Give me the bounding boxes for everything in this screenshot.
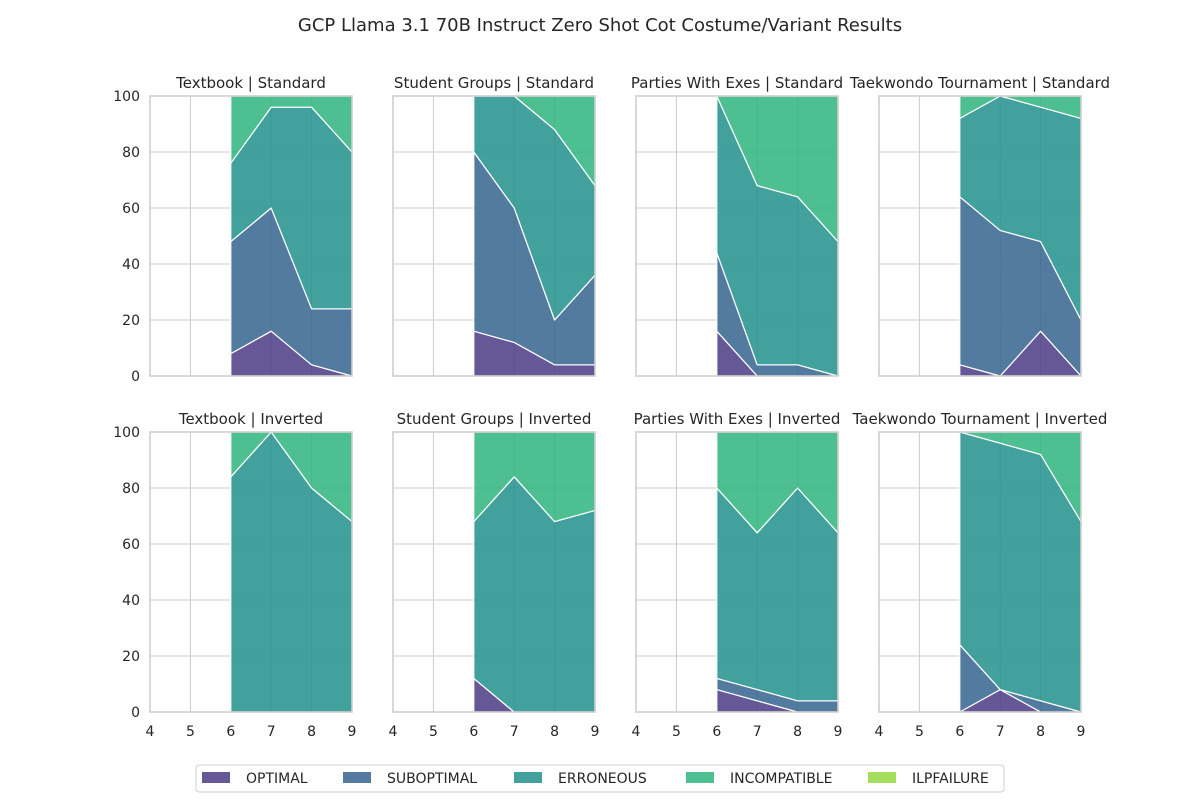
x-tick-label: 4 bbox=[146, 724, 155, 740]
x-tick-label: 4 bbox=[632, 724, 641, 740]
legend-swatch bbox=[343, 772, 371, 783]
x-tick-label: 7 bbox=[996, 724, 1005, 740]
y-tick-label: 20 bbox=[122, 313, 140, 329]
panel-title: Parties With Exes | Inverted bbox=[634, 410, 841, 428]
y-tick-label: 40 bbox=[122, 593, 140, 609]
panel-title: Textbook | Inverted bbox=[178, 410, 323, 428]
y-tick-label: 100 bbox=[113, 89, 140, 105]
legend-label: OPTIMAL bbox=[246, 771, 308, 787]
x-tick-label: 8 bbox=[1036, 724, 1045, 740]
legend-label: SUBOPTIMAL bbox=[387, 771, 477, 787]
legend-swatch bbox=[686, 772, 714, 783]
panel-title: Parties With Exes | Standard bbox=[631, 74, 843, 92]
y-tick-label: 80 bbox=[122, 481, 140, 497]
legend-label: ERRONEOUS bbox=[558, 771, 647, 787]
y-tick-label: 40 bbox=[122, 257, 140, 273]
y-tick-label: 0 bbox=[131, 705, 140, 721]
y-tick-label: 0 bbox=[131, 369, 140, 385]
x-tick-label: 5 bbox=[429, 724, 438, 740]
y-tick-label: 20 bbox=[122, 649, 140, 665]
x-tick-label: 9 bbox=[348, 724, 357, 740]
panel-title: Student Groups | Standard bbox=[394, 74, 594, 92]
x-tick-label: 7 bbox=[267, 724, 276, 740]
x-tick-label: 4 bbox=[875, 724, 884, 740]
panel-frame bbox=[878, 95, 1082, 377]
y-tick-label: 60 bbox=[122, 537, 140, 553]
x-tick-label: 7 bbox=[753, 724, 762, 740]
panel-textbook-standard: Textbook | Standard 0 20 40 60 80 100 bbox=[113, 74, 353, 385]
x-tick-label: 5 bbox=[672, 724, 681, 740]
panel-parties-with-exes-standard: Parties With Exes | Standard bbox=[631, 74, 843, 377]
panel-frame bbox=[149, 431, 353, 713]
panel-student-groups-inverted: Student Groups | Inverted 4 5 6 7 8 9 bbox=[389, 410, 600, 740]
legend-item-optimal: OPTIMAL bbox=[202, 771, 308, 787]
y-tick-label: 100 bbox=[113, 425, 140, 441]
x-tick-label: 6 bbox=[226, 724, 235, 740]
panel-frame bbox=[392, 431, 596, 713]
y-tick-label: 60 bbox=[122, 201, 140, 217]
panel-title: Student Groups | Inverted bbox=[397, 410, 592, 428]
x-tick-label: 7 bbox=[510, 724, 519, 740]
x-tick-label: 6 bbox=[955, 724, 964, 740]
panel-parties-with-exes-inverted: Parties With Exes | Inverted 4 5 6 7 8 9 bbox=[632, 410, 843, 740]
panel-textbook-inverted: Textbook | Inverted 0 20 40 60 80 100 4 5 6 7 8 9 bbox=[113, 410, 356, 740]
x-tick-label: 8 bbox=[793, 724, 802, 740]
x-tick-label: 6 bbox=[469, 724, 478, 740]
panel-title: Taekwondo Tournament | Standard bbox=[849, 74, 1110, 92]
chart-title: GCP Llama 3.1 70B Instruct Zero Shot Cot… bbox=[298, 15, 902, 36]
panel-frame bbox=[392, 95, 596, 377]
x-tick-label: 5 bbox=[915, 724, 924, 740]
x-tick-label: 8 bbox=[307, 724, 316, 740]
panel-taekwondo-tournament-inverted: Taekwondo Tournament | Inverted 4 5 6 7 8 9 bbox=[852, 410, 1108, 740]
panel-frame bbox=[635, 95, 839, 377]
x-tick-label: 4 bbox=[389, 724, 398, 740]
legend-label: INCOMPATIBLE bbox=[730, 771, 832, 787]
panel-student-groups-standard: Student Groups | Standard bbox=[392, 74, 596, 377]
panel-title: Taekwondo Tournament | Inverted bbox=[852, 410, 1108, 428]
area-erroneous bbox=[716, 487, 839, 702]
x-tick-label: 8 bbox=[550, 724, 559, 740]
legend-item-ilpfailure: ILPFAILURE bbox=[868, 771, 989, 787]
panel-frame bbox=[878, 431, 1082, 713]
panel-frame bbox=[635, 431, 839, 713]
legend-item-erroneous: ERRONEOUS bbox=[514, 771, 647, 787]
panel-title: Textbook | Standard bbox=[175, 74, 326, 92]
legend-swatch bbox=[868, 772, 896, 783]
legend-swatch bbox=[514, 772, 542, 783]
legend: OPTIMAL SUBOPTIMAL ERRONEOUS INCOMPATIBLE IL… bbox=[195, 764, 1005, 793]
panel-taekwondo-tournament-standard: Taekwondo Tournament | Standard bbox=[849, 74, 1110, 377]
panel-frame bbox=[149, 95, 353, 377]
x-tick-label: 5 bbox=[186, 724, 195, 740]
x-tick-label: 9 bbox=[591, 724, 600, 740]
legend-swatch bbox=[202, 772, 230, 783]
legend-label: ILPFAILURE bbox=[912, 771, 989, 787]
legend-item-suboptimal: SUBOPTIMAL bbox=[343, 771, 477, 787]
legend-frame bbox=[195, 764, 1005, 793]
x-tick-label: 9 bbox=[834, 724, 843, 740]
x-tick-label: 6 bbox=[712, 724, 721, 740]
x-tick-label: 9 bbox=[1077, 724, 1086, 740]
y-tick-label: 80 bbox=[122, 145, 140, 161]
legend-item-incompatible: INCOMPATIBLE bbox=[686, 771, 832, 787]
